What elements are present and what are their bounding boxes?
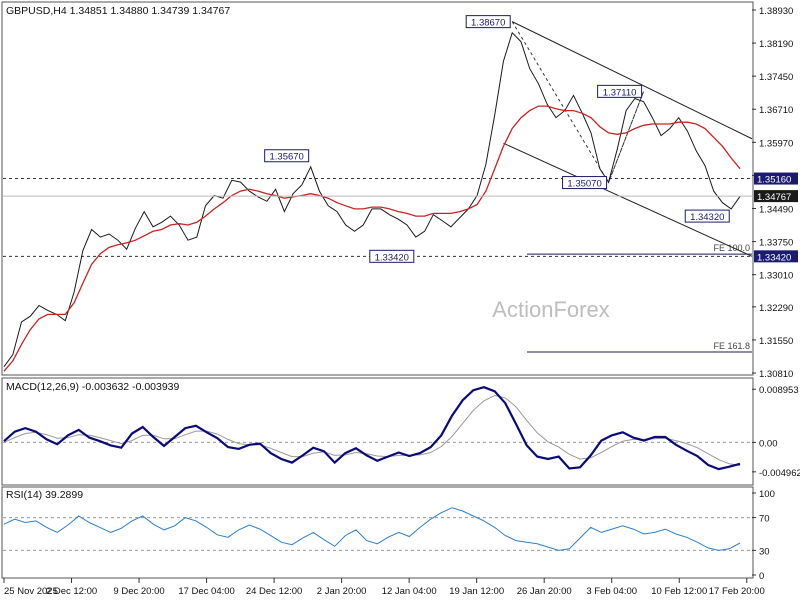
rsi-y-axis: 100 70 30 0 xyxy=(3,489,775,582)
price-annotation-box xyxy=(597,84,643,98)
x-tick-label: 2 Dec 12:00 xyxy=(46,586,97,597)
x-tick-label: 12 Jan 04:00 xyxy=(382,586,437,597)
price-y-tick-label: 1.34490 xyxy=(759,204,793,215)
price-annotation-label: 1.37110 xyxy=(603,87,637,98)
price-y-tick-label: 1.32290 xyxy=(759,303,793,314)
price-y-tick-label: 1.36710 xyxy=(759,105,793,116)
price-annotation-label: 1.35670 xyxy=(269,152,303,163)
wave-projection-line xyxy=(511,21,645,184)
watermark: ActionForex xyxy=(492,297,609,322)
fibonacci-label: FE 161.8 xyxy=(713,341,750,351)
rsi-panel-title: RSI(14) 39.2899 xyxy=(6,489,83,501)
price-panel-title: GBPUSD,H4 1.34851 1.34880 1.34739 1.3476… xyxy=(6,5,230,17)
macd-y-tick-label: 0.00 xyxy=(759,438,778,449)
upper-channel-line xyxy=(511,21,753,140)
x-tick-label: 2 Jan 20:00 xyxy=(317,586,367,597)
x-tick-label: 25 Nov 2025 xyxy=(4,586,58,597)
price-y-tick-label: 1.38190 xyxy=(759,39,793,50)
price-y-tick-label: 1.35970 xyxy=(759,138,793,149)
macd-panel-title: MACD(12,26,9) -0.003632 -0.003939 xyxy=(6,381,180,393)
rsi-line xyxy=(3,507,741,551)
rsi-y-tick-label: 0 xyxy=(759,571,764,582)
macd-line xyxy=(3,386,741,471)
x-tick-label: 17 Feb 20:00 xyxy=(709,586,765,597)
price-series xyxy=(3,31,741,372)
rsi-series xyxy=(3,507,741,551)
fibonacci-levels: FE 100.0 FE 161.8 xyxy=(527,243,752,353)
level-price-label: 1.33420 xyxy=(757,252,791,263)
rsi-y-tick-label: 70 xyxy=(759,514,770,525)
macd-y-axis: 0.008953 0.00 -0.004962 xyxy=(3,385,800,479)
price-y-tick-label: 1.33010 xyxy=(759,271,793,282)
price-annotation-box xyxy=(562,176,608,190)
price-annotations: 1.38670 1.35670 1.37110 1.35070 1.34320 1.334… xyxy=(264,15,730,263)
price-y-tick-label: 1.31550 xyxy=(759,336,793,347)
macd-series xyxy=(3,386,741,471)
price-annotation-label: 1.34320 xyxy=(690,212,724,223)
x-tick-label: 24 Dec 12:00 xyxy=(246,586,303,597)
moving-average-line xyxy=(3,105,741,372)
x-tick-label: 9 Dec 20:00 xyxy=(113,586,164,597)
price-y-axis: 1.389301.381901.374501.367101.359701.352… xyxy=(752,6,793,380)
price-y-tick-label: 1.38930 xyxy=(759,6,793,17)
price-annotation-box xyxy=(684,209,730,223)
lower-channel-line xyxy=(503,142,753,257)
macd-y-tick-label: -0.004962 xyxy=(759,468,800,479)
price-annotation-label: 1.33420 xyxy=(375,252,409,263)
price-annotation-box xyxy=(465,15,511,29)
trend-channel xyxy=(503,21,753,257)
x-tick-label: 3 Feb 04:00 xyxy=(586,586,637,597)
last-price-marker: 1.34767 xyxy=(3,190,798,203)
rsi-panel: RSI(14) 39.2899 100 70 30 0 xyxy=(1,486,775,582)
level-price-label: 1.35160 xyxy=(757,175,791,186)
fibonacci-label: FE 100.0 xyxy=(713,243,750,253)
macd-plot-frame xyxy=(1,377,754,486)
rsi-plot-frame xyxy=(1,486,754,579)
price-y-tick-label: 1.33750 xyxy=(759,238,793,249)
price-y-tick-label: 1.37450 xyxy=(759,72,793,83)
price-annotation-label: 1.35070 xyxy=(567,179,601,190)
macd-y-tick-label: 0.008953 xyxy=(759,385,799,396)
rsi-y-tick-label: 30 xyxy=(759,546,770,557)
x-tick-label: 17 Dec 04:00 xyxy=(178,586,235,597)
price-panel: GBPUSD,H4 1.34851 1.34880 1.34739 1.3476… xyxy=(1,1,798,380)
price-close-line xyxy=(3,31,741,367)
price-annotation-box xyxy=(369,249,415,263)
price-plot-frame xyxy=(1,1,754,376)
price-annotation-label: 1.38670 xyxy=(471,18,505,29)
price-annotation-box xyxy=(264,149,310,163)
last-price-box xyxy=(754,190,798,203)
rsi-y-tick-label: 100 xyxy=(759,489,775,500)
price-y-tick-label: 1.30810 xyxy=(759,369,793,380)
level-price-box xyxy=(754,250,798,263)
x-tick-label: 26 Jan 20:00 xyxy=(517,586,572,597)
x-tick-label: 10 Feb 12:00 xyxy=(651,586,707,597)
last-price-label: 1.34767 xyxy=(757,192,791,203)
macd-panel: MACD(12,26,9) -0.003632 -0.003939 0.0089… xyxy=(1,377,800,486)
level-price-box xyxy=(754,172,798,185)
x-tick-label: 19 Jan 12:00 xyxy=(449,586,504,597)
